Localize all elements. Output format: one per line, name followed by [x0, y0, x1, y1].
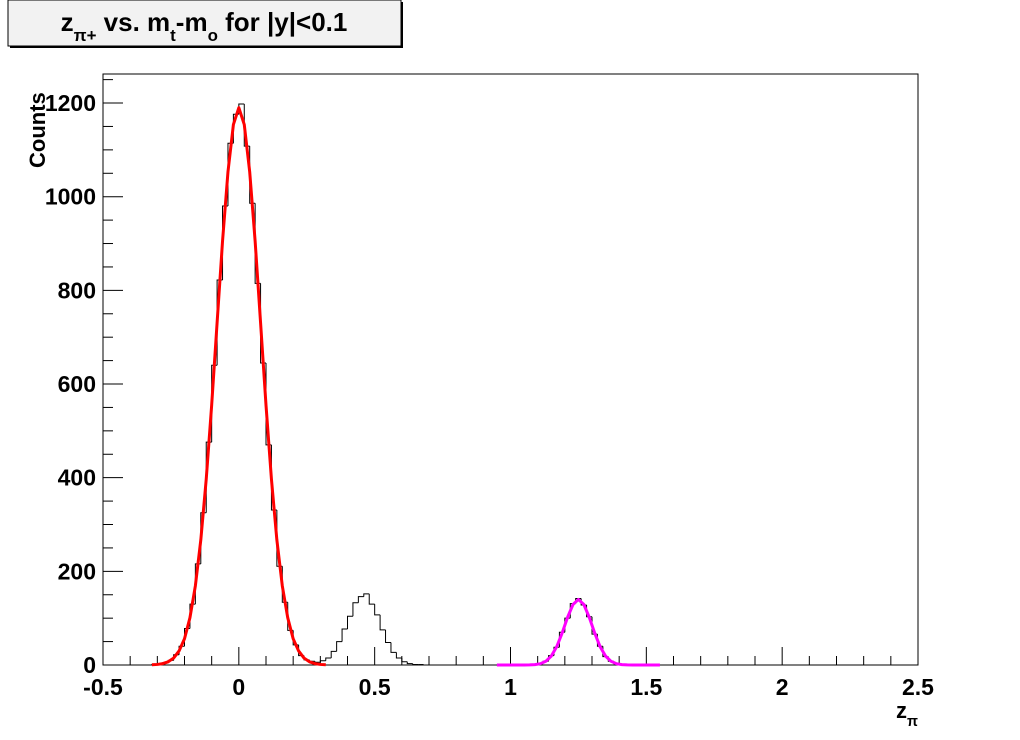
- histogram-bin: [319, 660, 326, 663]
- histogram-bin: [325, 657, 332, 661]
- text-part: for |y|<0.1: [218, 7, 347, 37]
- y-axis-label: Counts: [25, 92, 50, 168]
- histogram-bin: [347, 615, 353, 629]
- histogram-bin: [330, 650, 337, 658]
- x-tick-label: 0: [232, 674, 245, 700]
- fit-curve: [496, 597, 660, 667]
- histogram-bin: [379, 614, 386, 631]
- text-part: z: [896, 698, 907, 723]
- x-tick-label: 1.5: [630, 674, 662, 700]
- histogram-bin: [395, 652, 402, 659]
- x-tick-label: -0.5: [83, 674, 123, 700]
- histogram-bin: [363, 593, 370, 597]
- x-tick-label: 2.5: [902, 674, 934, 700]
- histogram-bin: [401, 657, 408, 663]
- plot-frame: [102, 73, 919, 666]
- histogram-bin: [314, 661, 321, 663]
- y-tick-label: 800: [58, 277, 96, 303]
- text-part: -m: [176, 7, 208, 37]
- histogram-bin: [368, 593, 375, 605]
- y-tick-label: 400: [58, 465, 96, 491]
- x-axis-label: zπ: [896, 698, 918, 730]
- text-part: o: [208, 26, 218, 45]
- title-box: [7, 0, 402, 47]
- histogram-bin: [352, 602, 359, 617]
- text-part: t: [170, 26, 176, 45]
- x-tick-label: 0.5: [359, 674, 391, 700]
- histogram-bin: [385, 629, 391, 644]
- y-tick-label: 200: [58, 558, 96, 584]
- x-tick-label: 1: [504, 674, 517, 700]
- fit-curve: [151, 106, 326, 667]
- histogram-bin: [341, 628, 348, 642]
- text-part: z: [61, 7, 74, 37]
- y-tick-label: 0: [83, 652, 96, 678]
- y-tick-label: 1000: [45, 184, 96, 210]
- histogram-bin: [412, 663, 419, 666]
- x-tick-label: 2: [776, 674, 789, 700]
- histogram-bin: [357, 596, 364, 603]
- histogram-bin: [390, 642, 397, 653]
- text-part: vs. m: [96, 7, 170, 37]
- text-part: π+: [74, 26, 97, 45]
- chart-title: zπ+ vs. mt-mo for |y|<0.1: [61, 7, 348, 45]
- histogram-bin: [374, 604, 381, 616]
- y-tick-label: 600: [58, 371, 96, 397]
- histogram-bin: [336, 641, 343, 652]
- text-part: π: [907, 714, 918, 730]
- y-tick-label: 1200: [45, 90, 96, 116]
- histogram-bin: [406, 661, 413, 665]
